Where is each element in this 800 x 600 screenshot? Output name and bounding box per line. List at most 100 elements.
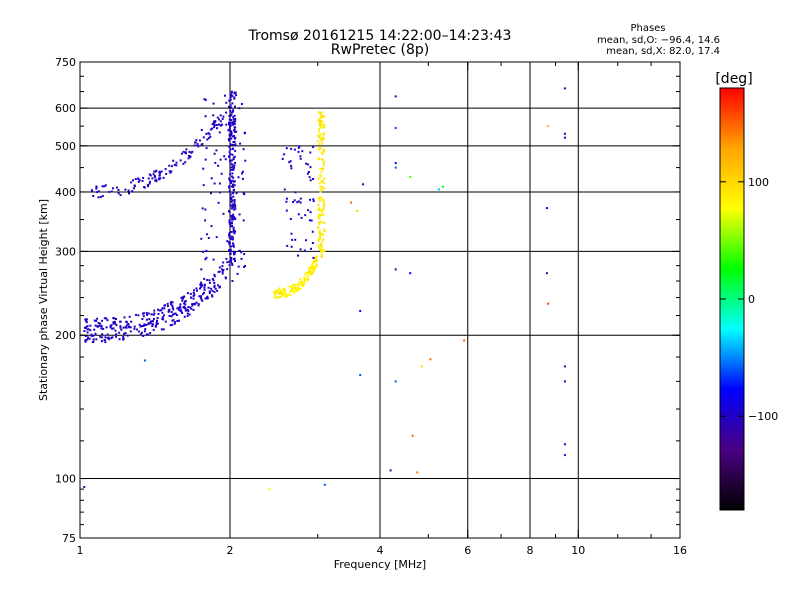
trace-point [233,253,235,256]
trace-point [323,230,326,232]
trace-point [283,293,286,296]
trace-point [212,279,215,282]
trace-point [229,110,232,112]
trace-point [231,238,234,241]
trace-point [221,268,223,271]
trace-point [152,173,155,176]
trace-point [147,333,149,336]
x-tick-label: 16 [673,544,687,557]
trace-point [186,312,189,315]
trace-point [179,306,182,309]
trace-point [215,124,218,126]
trace-point [217,164,220,167]
trace-point [133,327,136,330]
trace-point [319,120,322,123]
trace-point [101,336,104,339]
trace-point [95,338,98,341]
trace-point [228,219,231,222]
trace-point [309,270,312,273]
chart-title: Tromsø 20161215 14:22:00–14:23:43 [248,28,512,44]
trace-point [318,182,321,185]
trace-point [229,148,232,151]
trace-point [92,338,95,341]
trace-point [284,291,287,294]
trace-point [149,320,152,323]
trace-point [148,182,151,185]
data-points [83,87,566,491]
trace-point [233,231,236,234]
trace-point [99,196,102,199]
trace-point [164,168,167,171]
trace-point [231,179,234,182]
trace-point [230,133,233,136]
trace-point [232,226,235,229]
trace-point [306,163,309,166]
trace-point [287,285,290,288]
trace-point [234,91,237,94]
trace-point [211,277,214,280]
trace-point [232,109,235,112]
trace-point [229,225,232,228]
trace-point [305,162,308,165]
trace-point [183,315,186,318]
trace-point [217,284,219,287]
trace-point [190,296,193,299]
trace-point [228,151,231,154]
trace-point [281,292,284,295]
trace-point [163,314,165,317]
trace-point [228,177,231,180]
trace-point [213,182,216,185]
trace-point [231,199,234,202]
trace-point [563,380,566,383]
trace-point [232,116,235,119]
trace-point [229,104,232,107]
trace-point [232,186,235,188]
trace-point [231,262,234,265]
trace-point [187,154,190,157]
trace-point [233,184,236,187]
trace-point [290,245,293,248]
trace-point [394,162,397,165]
trace-point [222,269,225,271]
trace-point [192,297,195,300]
trace-point [234,260,236,262]
trace-point [317,128,320,131]
trace-point [303,249,306,252]
trace-point [230,90,233,93]
trace-point [151,323,154,326]
trace-point [320,250,323,253]
trace-point [289,286,292,289]
trace-point [198,295,201,298]
trace-point [179,305,182,308]
trace-point [155,180,158,183]
trace-point [321,153,324,156]
trace-point [322,238,325,241]
trace-point [103,339,106,342]
trace-point [231,172,234,175]
trace-point [170,303,173,306]
trace-point [228,236,231,239]
trace-point [120,328,123,331]
trace-point [297,150,300,153]
trace-point [153,309,156,312]
trace-point [285,200,288,203]
trace-point [213,286,216,289]
trace-point [169,171,172,174]
trace-point [300,280,303,283]
trace-point [109,326,112,329]
trace-point [317,134,320,137]
trace-point [563,365,566,368]
trace-point [213,282,216,284]
trace-point [321,253,324,256]
trace-point [318,229,321,232]
trace-point [105,326,108,329]
trace-point [238,213,241,216]
trace-point [244,131,246,134]
trace-point [183,307,186,309]
x-tick-label: 6 [464,544,471,557]
trace-point [147,322,150,325]
trace-point [142,325,145,327]
trace-point [313,259,316,262]
trace-point [184,151,186,154]
